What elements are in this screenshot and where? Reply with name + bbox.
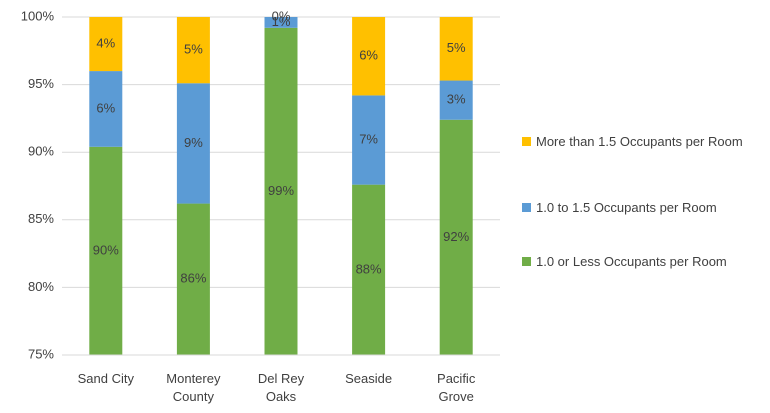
data-label: 6% [96, 100, 115, 115]
data-label: 99% [268, 183, 294, 198]
data-label: 7% [359, 131, 378, 146]
legend-label: More than 1.5 Occupants per Room [536, 134, 743, 149]
y-tick-label: 85% [28, 211, 54, 226]
data-label: 9% [184, 135, 203, 150]
legend-item: 1.0 to 1.5 Occupants per Room [522, 198, 770, 218]
bar-segment [176, 203, 210, 355]
bar-segment [89, 146, 123, 355]
legend-swatch [522, 203, 531, 212]
y-tick-label: 100% [21, 8, 55, 23]
bar-segment [352, 17, 386, 96]
data-label: 5% [184, 42, 203, 57]
bar-segment [352, 184, 386, 355]
bar-segment [439, 80, 473, 120]
bar-segment [439, 17, 473, 81]
data-label: 3% [447, 92, 466, 107]
y-tick-label: 90% [28, 144, 54, 159]
bar-segment [89, 71, 123, 147]
legend-label: 1.0 to 1.5 Occupants per Room [536, 200, 717, 215]
x-tick-label: Del Rey Oaks [257, 371, 305, 404]
bar-segment [176, 17, 210, 84]
y-tick-label: 95% [28, 76, 54, 91]
bar-segment [439, 119, 473, 355]
data-label: 86% [180, 271, 206, 286]
data-label: 90% [93, 242, 119, 257]
bar-segment [176, 83, 210, 204]
x-tick-label: Monterey County [166, 371, 221, 404]
data-label: 1% [272, 14, 291, 29]
data-label: 5% [447, 40, 466, 55]
data-label: 88% [356, 261, 382, 276]
bar-segment [89, 17, 123, 72]
legend-item: 1.0 or Less Occupants per Room [522, 252, 770, 272]
data-label: 92% [443, 229, 469, 244]
data-label: 6% [359, 48, 378, 63]
y-tick-label: 75% [28, 346, 54, 361]
legend-swatch [522, 137, 531, 146]
bar-segment [352, 95, 386, 185]
legend-label: 1.0 or Less Occupants per Room [536, 254, 727, 269]
x-tick-label: Pacific Grove [437, 371, 476, 404]
legend-swatch [522, 257, 531, 266]
legend-item: More than 1.5 Occupants per Room [522, 132, 770, 152]
data-label: 4% [96, 35, 115, 50]
x-tick-label: Seaside [345, 371, 393, 386]
bar-segment [264, 27, 298, 355]
data-label: 0% [272, 8, 291, 23]
bar-segment [264, 17, 298, 28]
y-tick-label: 80% [28, 279, 54, 294]
x-tick-label: Sand City [77, 371, 134, 386]
